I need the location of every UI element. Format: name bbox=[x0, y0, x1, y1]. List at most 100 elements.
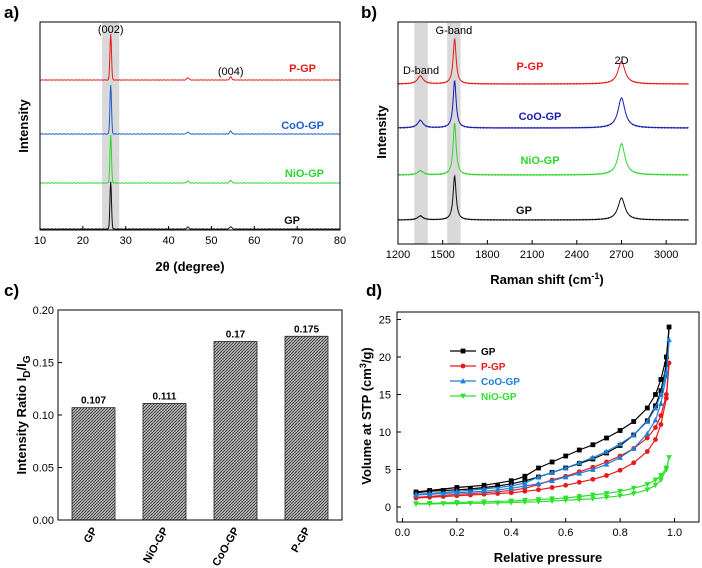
isotherm-point-gp bbox=[536, 465, 541, 471]
isotherm-point-nio-gp bbox=[630, 485, 637, 492]
panel-d-label: d) bbox=[366, 281, 382, 300]
panel-a: a) 10 20 30 40 50 60 70 80 (002) (004) P-GP CoO… bbox=[4, 3, 346, 274]
xrd-x-tick-label: 40 bbox=[162, 235, 174, 247]
isotherm-point-p-gp bbox=[653, 437, 658, 442]
isotherm-point-p-gp bbox=[663, 392, 669, 397]
isotherm-x-tick-label: 0.2 bbox=[449, 527, 464, 539]
isotherm-point-gp bbox=[617, 428, 623, 433]
isotherm-point-coo-gp bbox=[658, 400, 664, 406]
isotherm-legend: GP P-GP CoO-GP NiO-GP bbox=[450, 347, 520, 403]
isotherm-point-nio-gp bbox=[440, 501, 447, 507]
ratio-y-tick-label: 0.10 bbox=[33, 410, 54, 422]
xrd-line-nio-gp bbox=[39, 134, 341, 184]
bar-value-label: 0.175 bbox=[294, 324, 319, 335]
2d-band-label: 2D bbox=[614, 55, 628, 67]
bar-value-label: 0.17 bbox=[226, 330, 246, 341]
isotherm-y-tick-label: 25 bbox=[379, 315, 391, 327]
isotherm-point-p-gp bbox=[658, 422, 664, 427]
bar-gp bbox=[71, 407, 116, 521]
isotherm-point-p-gp bbox=[644, 449, 650, 454]
isotherm-point-coo-gp bbox=[663, 372, 670, 379]
isotherm-desorption-p-gp bbox=[415, 362, 670, 498]
isotherm-point-coo-gp bbox=[652, 417, 659, 423]
g-band-label: G-band bbox=[436, 25, 473, 37]
xrd-plot-frame bbox=[39, 21, 341, 231]
isotherm-point-coo-gp bbox=[603, 448, 610, 454]
isotherm-point-coo-gp bbox=[440, 490, 447, 496]
panel-d: d) 0.0 0.2 0.4 0.6 0.8 1.0 0 5 10 15 20 25 GP P-GP C… bbox=[358, 281, 700, 565]
isotherm-point-gp bbox=[549, 459, 555, 465]
isotherm-point-coo-gp bbox=[617, 441, 623, 447]
legend-label-gp: GP bbox=[481, 347, 496, 358]
isotherm-point-coo-gp bbox=[426, 490, 433, 496]
raman-x-tick-label: 2700 bbox=[609, 249, 633, 261]
isotherm-point-nio-gp bbox=[576, 494, 583, 500]
isotherm-point-nio-gp bbox=[413, 501, 419, 507]
isotherm-y-tick-label: 5 bbox=[385, 465, 391, 477]
legend-marker-p-gp bbox=[460, 363, 466, 369]
isotherm-point-coo-gp bbox=[652, 405, 659, 411]
legend-label-coo-gp: CoO-GP bbox=[481, 377, 520, 388]
isotherm-point-nio-gp bbox=[467, 500, 474, 507]
raman-x-tick-label: 3000 bbox=[654, 249, 678, 261]
raman-series-lines bbox=[397, 37, 689, 221]
isotherm-point-p-gp bbox=[495, 491, 501, 496]
isotherm-point-gp bbox=[508, 478, 514, 484]
isotherm-point-p-gp bbox=[631, 460, 637, 466]
isotherm-point-coo-gp bbox=[644, 418, 651, 424]
ratio-x-tick-label: NiO-GP bbox=[141, 526, 171, 566]
isotherm-x-tick-label: 0.0 bbox=[395, 527, 410, 539]
isotherm-desorption-gp bbox=[415, 326, 670, 493]
isotherm-point-p-gp bbox=[663, 395, 669, 401]
isotherm-point-p-gp bbox=[653, 425, 658, 430]
isotherm-point-coo-gp bbox=[522, 483, 528, 489]
legend-marker-coo-gp bbox=[460, 378, 466, 384]
xrd-y-axis-label: Intensity bbox=[16, 99, 31, 153]
isotherm-point-coo-gp bbox=[562, 474, 569, 480]
raman-x-tick-label: 2100 bbox=[520, 249, 544, 261]
isotherm-y-tick-label: 15 bbox=[379, 390, 391, 402]
xrd-line-p-gp bbox=[39, 34, 341, 81]
isotherm-point-nio-gp bbox=[630, 491, 637, 497]
ratio-x-tick-label: GP bbox=[82, 526, 100, 546]
isotherm-point-coo-gp bbox=[663, 369, 670, 375]
isotherm-point-gp bbox=[658, 377, 664, 382]
isotherm-point-p-gp bbox=[590, 476, 596, 482]
isotherm-point-coo-gp bbox=[666, 336, 672, 343]
isotherm-y-tick-label: 20 bbox=[379, 352, 391, 364]
raman-series-label-coogp: CoO-GP bbox=[519, 111, 562, 123]
raman-series-label-pgp: P-GP bbox=[517, 61, 544, 73]
isotherm-point-nio-gp bbox=[603, 491, 610, 497]
isotherm-x-tick-label: 0.6 bbox=[558, 527, 573, 539]
isotherm-series bbox=[413, 324, 672, 507]
raman-y-axis-label: Intensity bbox=[374, 105, 389, 159]
isotherm-point-gp bbox=[631, 419, 637, 424]
bar-value-label: 0.107 bbox=[81, 396, 106, 407]
raman-series-label-niogp: NiO-GP bbox=[520, 155, 559, 167]
isotherm-point-coo-gp bbox=[590, 454, 596, 460]
ratio-x-tick-label: P-GP bbox=[289, 526, 313, 555]
isotherm-point-coo-gp bbox=[630, 432, 637, 438]
ratio-y-tick-label: 0.05 bbox=[33, 463, 54, 475]
bar-p-gp bbox=[284, 335, 329, 521]
xrd-series-label-pgp: P-GP bbox=[289, 63, 316, 75]
ratio-bars: 0.107 0.111 0.17 0.175 bbox=[71, 324, 329, 521]
isotherm-x-tick-label: 0.8 bbox=[612, 527, 627, 539]
isotherm-point-nio-gp bbox=[535, 497, 542, 503]
isotherm-point-coo-gp bbox=[617, 454, 623, 460]
legend-marker-nio-gp bbox=[460, 393, 466, 399]
raman-x-ticks: 1200 1500 1800 2100 2400 2700 3000 bbox=[386, 240, 678, 261]
isotherm-point-p-gp bbox=[658, 413, 664, 418]
isotherm-y-tick-label: 0 bbox=[385, 502, 391, 514]
isotherm-point-gp bbox=[563, 453, 569, 459]
bar-nio-gp bbox=[142, 403, 187, 521]
isotherm-point-coo-gp bbox=[481, 486, 487, 492]
isotherm-point-p-gp bbox=[549, 485, 555, 490]
isotherm-y-ticks: 0 5 10 15 20 25 bbox=[379, 315, 401, 514]
isotherm-point-coo-gp bbox=[535, 474, 542, 480]
raman-line-nio-gp bbox=[397, 122, 689, 177]
isotherm-point-coo-gp bbox=[603, 461, 610, 467]
isotherm-point-nio-gp bbox=[576, 497, 583, 503]
